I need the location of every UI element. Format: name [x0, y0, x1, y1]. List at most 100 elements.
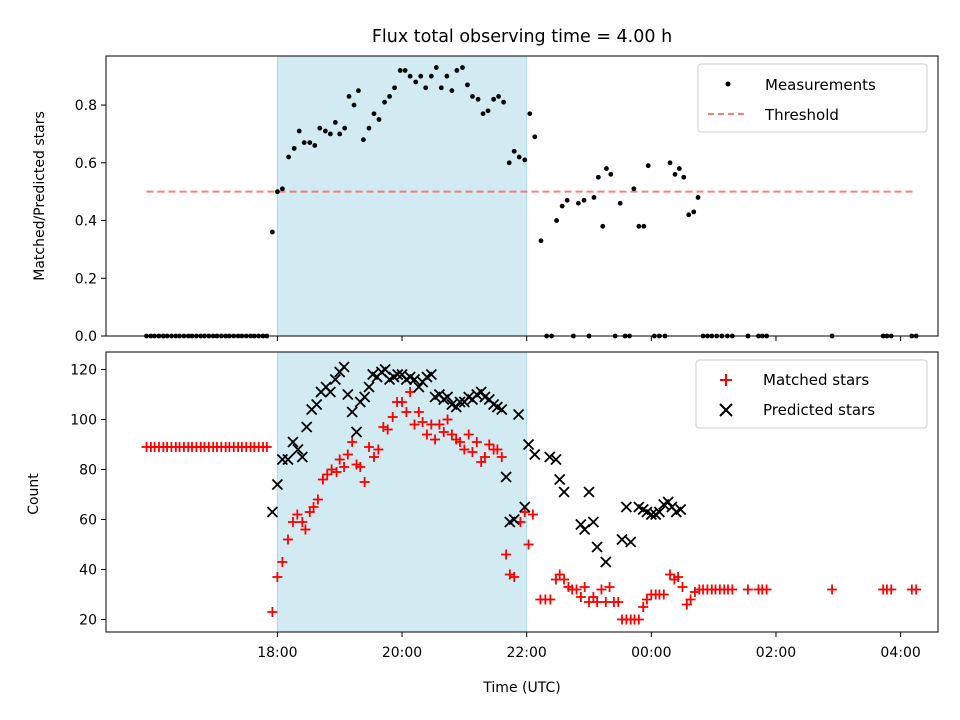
- legend-predicted-label: Predicted stars: [763, 401, 875, 419]
- x-axis-label: Time (UTC): [482, 680, 560, 696]
- matched-star-point: [559, 574, 570, 585]
- measurement-point: [342, 125, 348, 131]
- predicted-star-point: [587, 516, 599, 528]
- y-tick-label: 120: [70, 363, 97, 379]
- measurement-point: [672, 171, 678, 177]
- matched-star-point: [446, 429, 457, 440]
- measurement-point: [428, 73, 434, 79]
- measurement-point: [392, 85, 397, 91]
- matched-star-point: [641, 594, 652, 605]
- predicted-star-point: [519, 501, 531, 513]
- measurement-point: [387, 94, 392, 99]
- matched-star-point: [911, 584, 922, 595]
- figure-title: Flux total observing time = 4.00 h: [372, 27, 672, 47]
- predicted-star-point: [544, 451, 556, 463]
- measurement-point: [641, 223, 647, 229]
- matched-star-point: [638, 602, 649, 612]
- measurement-point: [270, 229, 275, 235]
- matched-star-point: [613, 597, 624, 607]
- matched-star-point: [454, 437, 465, 447]
- matched-star-point: [571, 584, 582, 595]
- predicted-star-point: [292, 443, 304, 456]
- measurement-point: [581, 197, 587, 203]
- matched-star-point: [297, 517, 308, 527]
- matched-star-point: [277, 557, 288, 567]
- measurement-point: [407, 73, 413, 79]
- matched-star-point: [382, 424, 393, 435]
- matched-star-point: [417, 417, 428, 427]
- measurement-point: [301, 140, 307, 145]
- measurement-point: [501, 99, 507, 105]
- measurement-point: [691, 209, 697, 215]
- measurement-point: [576, 200, 581, 206]
- predicted-star-point: [342, 388, 354, 401]
- bottom-series-1: [266, 361, 687, 568]
- matched-star-point: [339, 462, 350, 472]
- predicted-star-point: [550, 453, 562, 466]
- matched-star-point: [492, 444, 503, 455]
- top-axes-frame: [105, 55, 939, 337]
- y-tick-label: 20: [79, 613, 97, 629]
- bottom-legend-box: [695, 359, 928, 429]
- predicted-star-point: [359, 391, 371, 403]
- matched-star-point: [484, 439, 495, 450]
- measurement-point: [366, 125, 372, 131]
- measurement-point: [506, 160, 512, 166]
- matched-star-point: [292, 509, 303, 520]
- matched-star-point: [312, 494, 323, 505]
- top-y-axis-label: Matched/Predicted stars: [32, 111, 48, 281]
- matched-star-point: [355, 462, 366, 472]
- measurement-point: [322, 128, 328, 134]
- top-y-axis: 0.0 0.2 0.4 0.6 0.8: [75, 98, 106, 345]
- matched-star-point: [545, 594, 556, 605]
- top-x-axis: [276, 336, 902, 341]
- measurement-point: [307, 140, 313, 145]
- predicted-star-point: [674, 503, 687, 516]
- y-tick-label: 0.4: [75, 214, 97, 230]
- x-tick-label: 22:00: [506, 645, 546, 661]
- matched-star-point: [673, 572, 684, 582]
- predicted-star-point: [583, 486, 595, 498]
- measurement-point: [337, 131, 343, 137]
- matched-star-point: [359, 477, 370, 487]
- predicted-star-point: [311, 398, 323, 411]
- top-shaded-region: [276, 55, 528, 337]
- matched-star-point: [496, 452, 507, 462]
- bottom-y-axis: 20 40 60 80 100 120: [70, 363, 106, 629]
- matched-star-point: [886, 584, 897, 595]
- matched-star-point: [467, 447, 478, 457]
- measurement-point: [617, 200, 623, 206]
- legend-matched-marker: [720, 374, 732, 386]
- y-tick-label: 40: [79, 563, 97, 579]
- matched-star-point: [604, 582, 615, 592]
- measurement-point: [356, 88, 361, 94]
- measurement-point: [418, 73, 424, 79]
- bottom-shaded-region: [276, 351, 528, 633]
- matched-star-point: [368, 452, 379, 462]
- matched-star-point: [633, 614, 644, 625]
- y-tick-label: 80: [79, 463, 97, 479]
- matched-star-point: [387, 412, 398, 422]
- matched-star-point: [471, 437, 482, 447]
- measurement-point: [454, 68, 460, 73]
- matched-star-point: [509, 572, 520, 582]
- measurement-point: [438, 85, 444, 91]
- measurement-point: [279, 186, 285, 192]
- predicted-star-point: [266, 506, 279, 518]
- matched-star-point: [342, 449, 353, 460]
- bottom-plot: [141, 361, 922, 625]
- matched-star-point: [413, 407, 424, 417]
- matched-star-point: [282, 534, 293, 545]
- bottom-panel: 20 40 60 80 100 120 18:00 20:00 22:00 00:00 02:00…: [26, 351, 939, 696]
- measurement-point: [595, 174, 601, 180]
- measurement-point: [317, 125, 323, 131]
- measurement-point: [564, 197, 570, 203]
- matched-star-point: [300, 524, 311, 535]
- matched-star-point: [363, 442, 374, 452]
- matched-star-point: [727, 584, 738, 595]
- measurement-point: [667, 160, 673, 166]
- measurement-point: [413, 79, 419, 85]
- measurement-point: [491, 96, 497, 102]
- legend-predicted-marker: [719, 403, 733, 417]
